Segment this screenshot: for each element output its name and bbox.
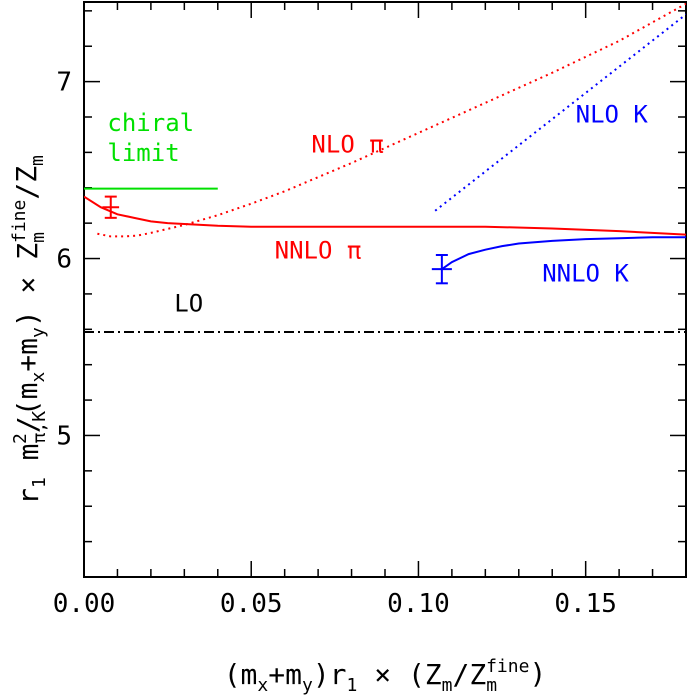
annotation-nnlo: NNLO π [275, 237, 362, 265]
annotation-nlo: NLO π [311, 130, 383, 158]
y-tick-label: 6 [56, 245, 72, 275]
series-layer [84, 2, 686, 333]
annotation-nlo-k: NLO K [576, 100, 649, 128]
series-nlo-k [434, 13, 686, 212]
annotation-lo: LO [174, 290, 203, 318]
tick-labels: 0.00 0.05 0.10 0.15 5 6 7 [53, 68, 617, 619]
data-points [102, 195, 452, 285]
x-axis-label: (mx+my)r1 × (Zm/Zmfine) [224, 656, 547, 696]
y-tick-label: 7 [56, 68, 72, 98]
series-nlo [97, 2, 686, 238]
x-tick-label: 0.00 [53, 589, 116, 619]
pion-point [102, 195, 120, 219]
series-nnlo-k [441, 236, 686, 270]
axis-ticks [83, 2, 687, 578]
annotation-limit: limit [107, 139, 179, 167]
y-axis-label: r1 mπ,K2/(mx+my) × Zmfine/Zm [9, 155, 50, 505]
y-tick-label: 5 [56, 421, 72, 451]
x-tick-label: 0.15 [554, 589, 617, 619]
annotation-nnlo-k: NNLO K [542, 260, 629, 288]
annotation-chiral: chiral [107, 109, 194, 137]
x-tick-label: 0.10 [387, 589, 450, 619]
x-tick-label: 0.05 [220, 589, 283, 619]
series-nnlo [84, 195, 686, 236]
kaon-point [431, 254, 452, 285]
